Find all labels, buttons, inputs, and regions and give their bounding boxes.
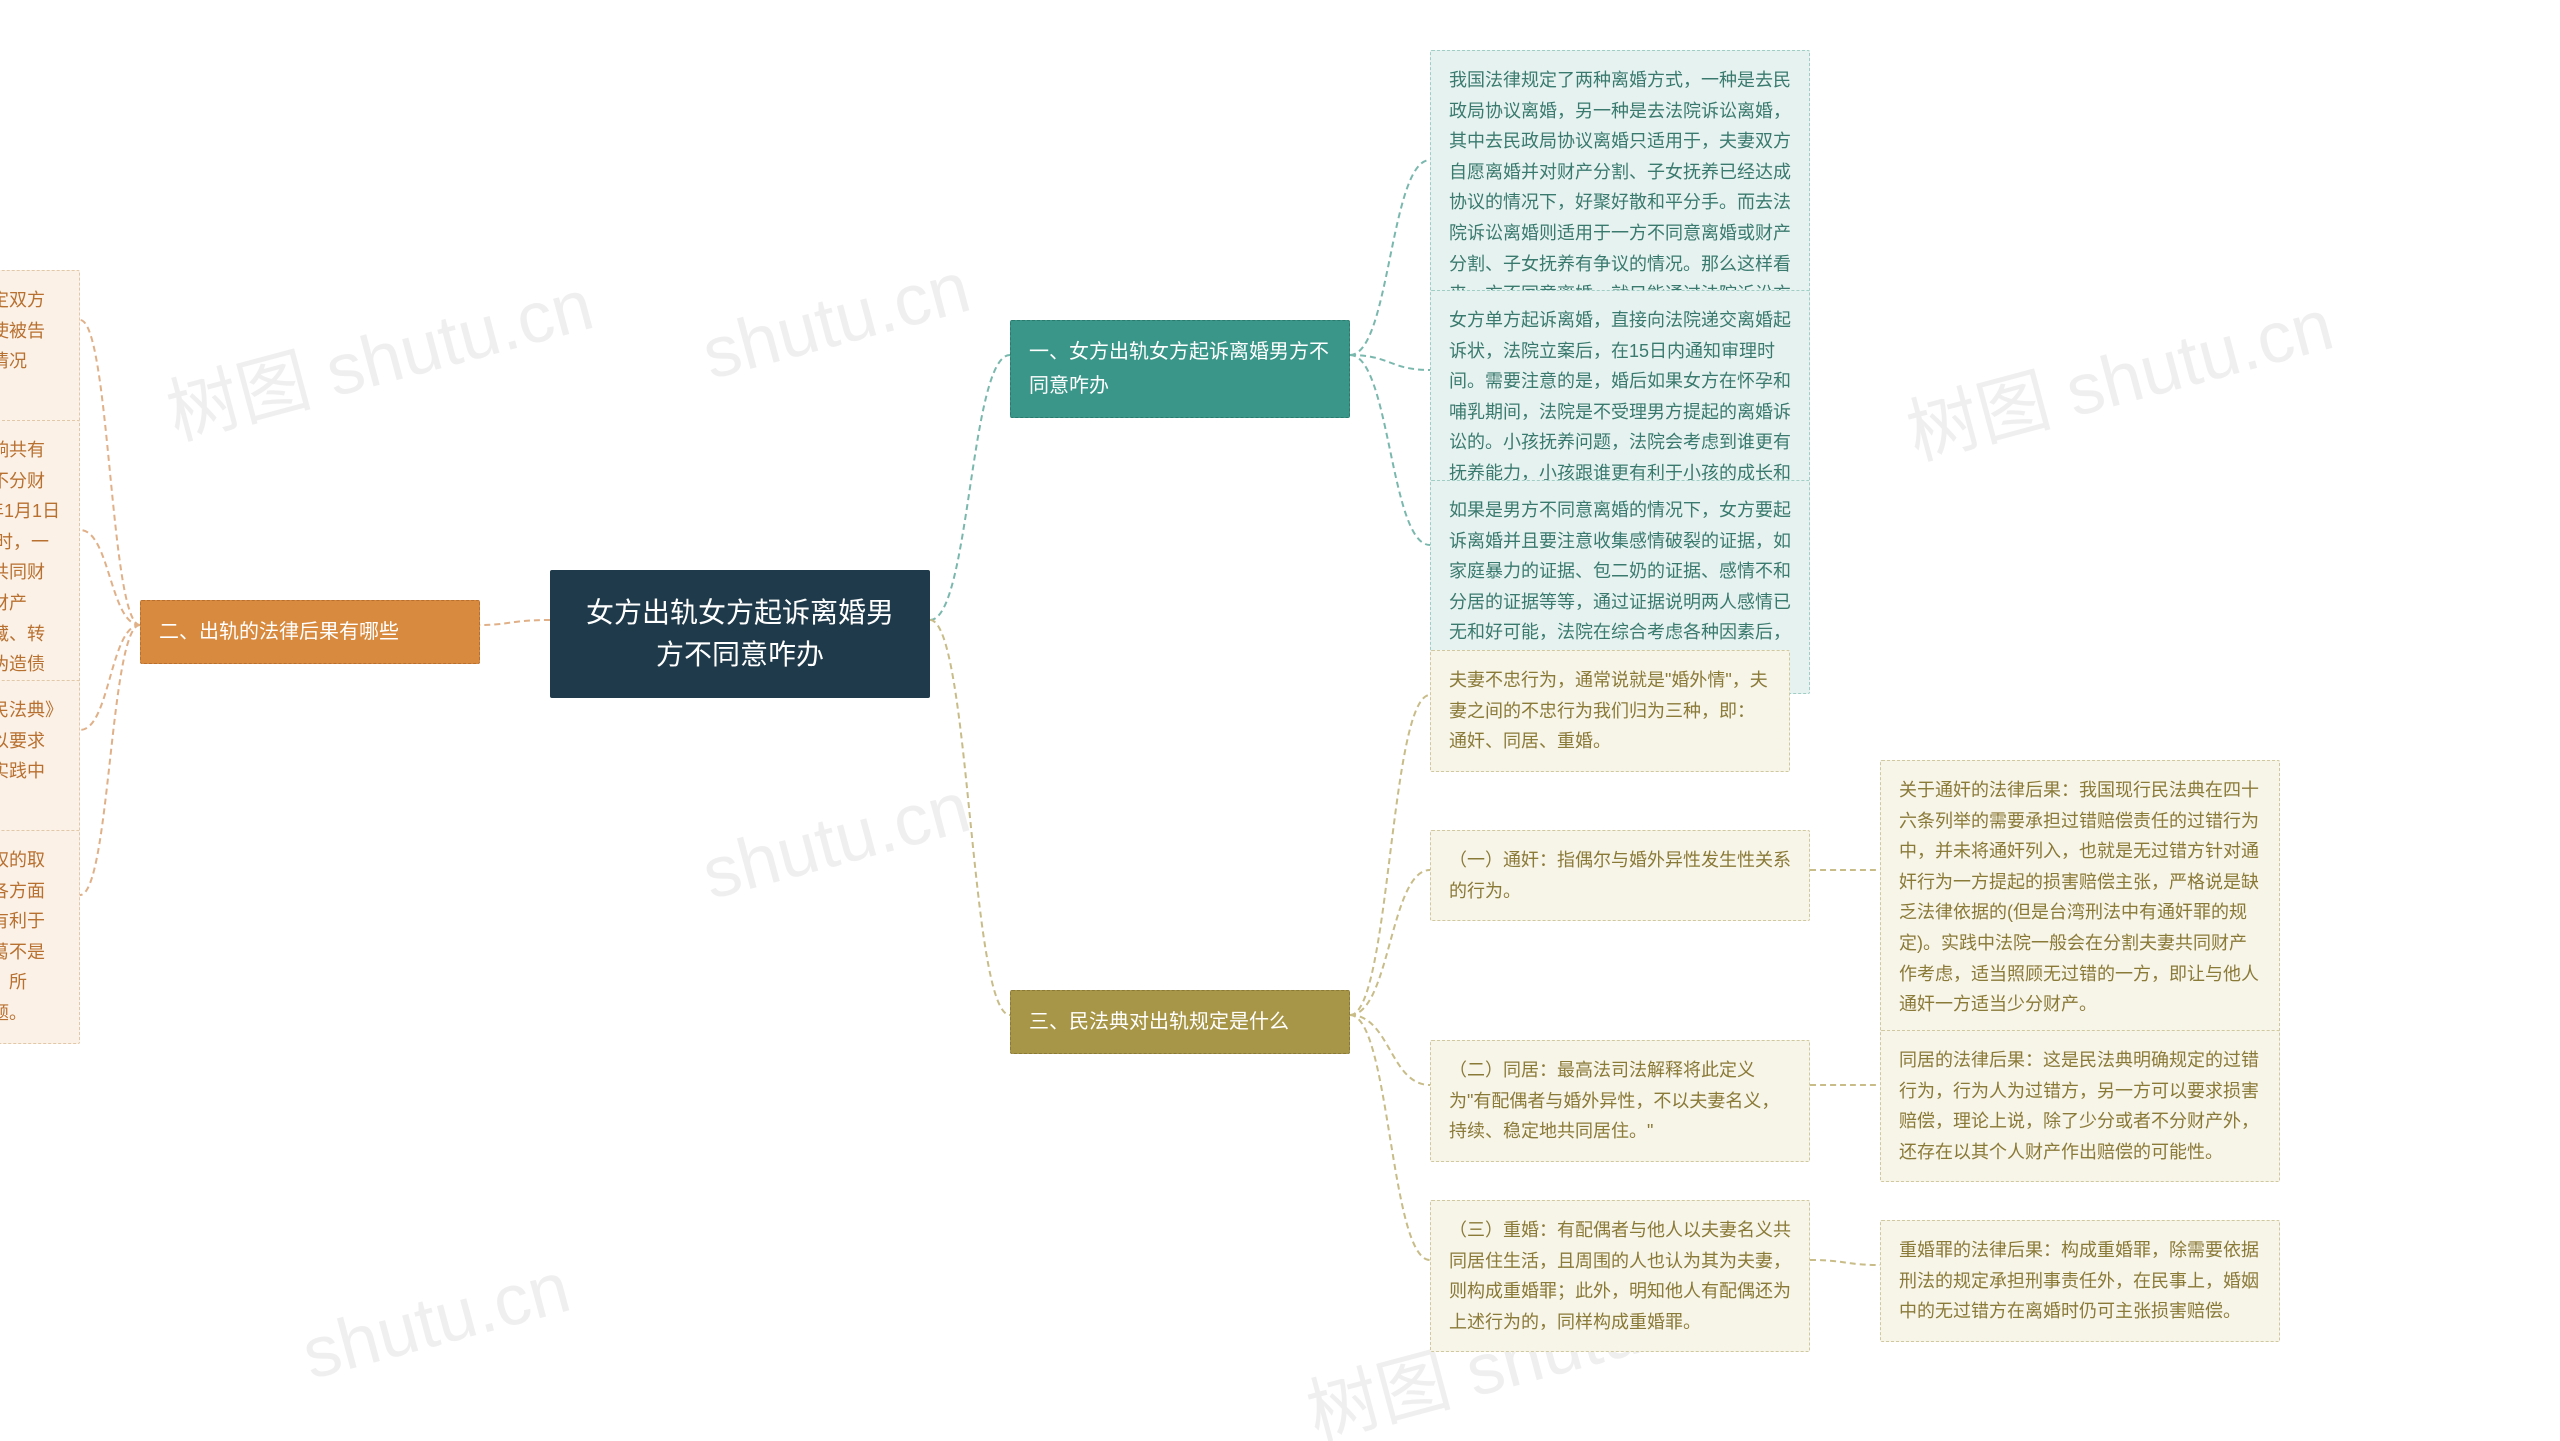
- root-node[interactable]: 女方出轨女方起诉离婚男方不同意咋办: [550, 570, 930, 698]
- branch-3-intro[interactable]: 夫妻不忠行为，通常说就是"婚外情"，夫妻之间的不忠行为我们归为三种，即：通奸、同…: [1430, 650, 1790, 772]
- watermark: 树图 shutu.cn: [1894, 265, 2343, 479]
- branch-3-item-detail[interactable]: 关于通奸的法律后果：我国现行民法典在四十六条列举的需要承担过错赔偿责任的过错行为…: [1880, 760, 2280, 1035]
- branch-2-leaf[interactable]: 夫妻一方出轨的，法律上通常认定双方感情破裂。若此时起诉离婚，即使被告不同意离婚，…: [0, 270, 80, 422]
- branch-2-leaf[interactable]: 但是，一方出轨的行为违反了《民法典》的忠诚义务，所以，无过错方可以要求过错方赔偿…: [0, 680, 80, 832]
- branch-3[interactable]: 三、民法典对出轨规定是什么: [1010, 990, 1350, 1054]
- branch-3-item-label[interactable]: （二）同居：最高法司法解释将此定义为"有配偶者与婚外异性，不以夫妻名义，持续、稳…: [1430, 1040, 1810, 1162]
- branch-2[interactable]: 二、出轨的法律后果有哪些: [140, 600, 480, 664]
- branch-2-leaf[interactable]: 最后，出轨行为不影响子女抚养权的取得。法律上会综合考量比较双方各方面的条件，以孩…: [0, 830, 80, 1044]
- watermark: shutu.cn: [294, 1246, 578, 1396]
- watermark: shutu.cn: [694, 766, 978, 916]
- watermark: 树图 shutu.cn: [154, 245, 603, 459]
- branch-1[interactable]: 一、女方出轨女方起诉离婚男方不同意咋办: [1010, 320, 1350, 418]
- branch-3-item-label[interactable]: （一）通奸：指偶尔与婚外异性发生性关系的行为。: [1430, 830, 1810, 921]
- watermark: shutu.cn: [694, 246, 978, 396]
- branch-3-item-label[interactable]: （三）重婚：有配偶者与他人以夫妻名义共同居住生活，且周围的人也认为其为夫妻，则构…: [1430, 1200, 1810, 1352]
- branch-3-item-detail[interactable]: 同居的法律后果：这是民法典明确规定的过错行为，行为人为过错方，另一方可以要求损害…: [1880, 1030, 2280, 1182]
- branch-3-item-detail[interactable]: 重婚罪的法律后果：构成重婚罪，除需要依据刑法的规定承担刑事责任外，在民事上，婚姻…: [1880, 1220, 2280, 1342]
